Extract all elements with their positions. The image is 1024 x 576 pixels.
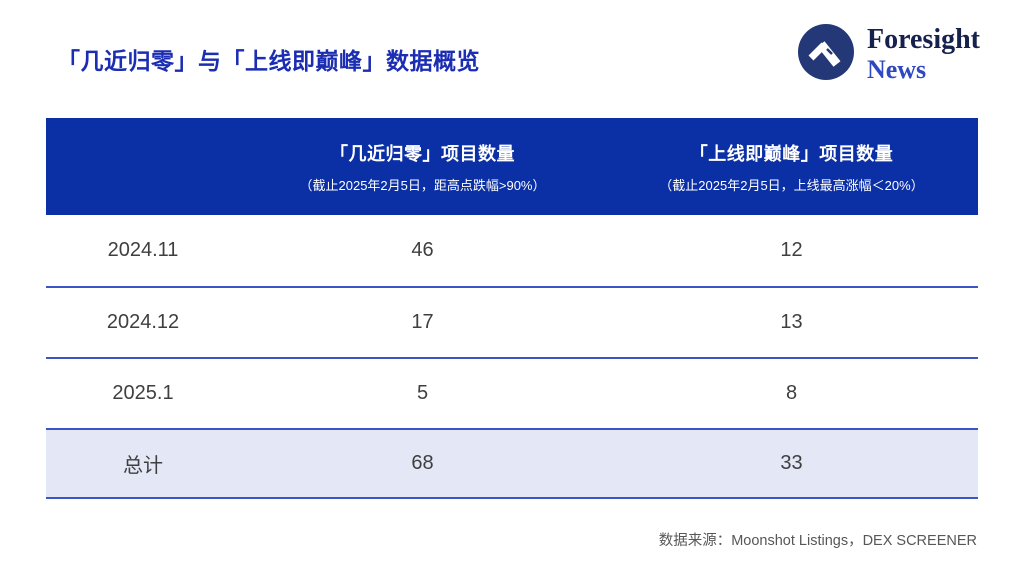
foresight-news-logo: Foresight News <box>797 23 980 85</box>
row-period: 2024.12 <box>106 311 180 333</box>
total-label: 总计 <box>123 455 163 477</box>
table-row: 2025.1 5 8 <box>46 357 978 428</box>
near-zero-column-subtitle: （截止2025年2月5日，距高点跌幅>90%） <box>299 177 546 193</box>
brand-word-news: News <box>866 54 927 84</box>
page-title: 「几近归零」与「上线即巅峰」数据概览 <box>57 48 480 74</box>
row-period: 2024.11 <box>107 239 179 261</box>
total-near-zero-count: 68 <box>411 452 434 474</box>
table-header-instant-peak: 「上线即巅峰」项目数量 （截止2025年2月5日，上线最高涨幅＜20%） <box>605 118 978 215</box>
table-body: 2024.11 46 12 2024.12 17 13 2025.1 5 8 总… <box>46 215 978 499</box>
instant-peak-column-subtitle: （截止2025年2月5日，上线最高涨幅＜20%） <box>659 177 924 193</box>
data-source-note: 数据来源：Moonshot Listings，DEX SCREENER <box>658 533 977 549</box>
table-row: 2024.11 46 12 <box>46 215 978 286</box>
foresight-logo-icon <box>797 24 854 85</box>
row-instant-peak-count: 13 <box>780 311 803 333</box>
table-header-period <box>46 118 240 215</box>
table-header: 「几近归零」项目数量 （截止2025年2月5日，距高点跌幅>90%） 「上线即巅… <box>46 118 978 215</box>
row-instant-peak-count: 8 <box>785 382 798 404</box>
instant-peak-column-title: 「上线即巅峰」项目数量 <box>689 143 894 164</box>
table-row: 2024.12 17 13 <box>46 286 978 357</box>
row-near-zero-count: 46 <box>411 239 434 261</box>
row-instant-peak-count: 12 <box>780 239 803 261</box>
row-near-zero-count: 5 <box>416 382 429 404</box>
row-period: 2025.1 <box>112 382 174 404</box>
table-total-row: 总计 68 33 <box>46 428 978 499</box>
near-zero-column-title: 「几近归零」项目数量 <box>330 143 515 164</box>
total-instant-peak-count: 33 <box>780 452 803 474</box>
brand-wordmark: Foresight News <box>866 23 980 84</box>
data-table: 「几近归零」项目数量 （截止2025年2月5日，距高点跌幅>90%） 「上线即巅… <box>46 118 978 499</box>
brand-word-foresight: Foresight <box>866 23 980 55</box>
row-near-zero-count: 17 <box>411 311 434 333</box>
table-header-near-zero: 「几近归零」项目数量 （截止2025年2月5日，距高点跌幅>90%） <box>240 118 605 215</box>
